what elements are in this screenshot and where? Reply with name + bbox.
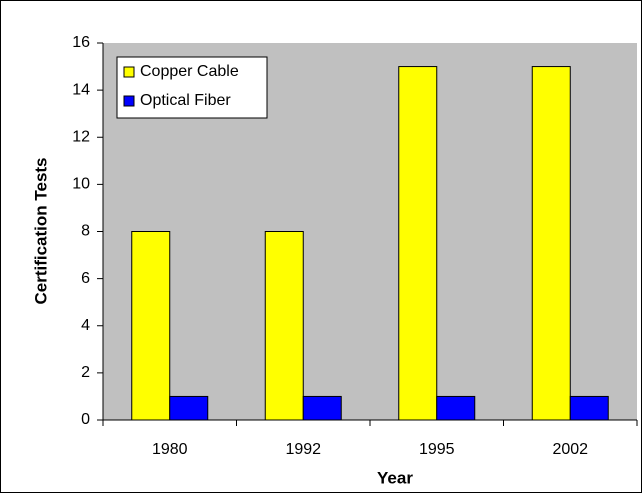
legend-box [116, 56, 268, 119]
bar [131, 231, 171, 421]
legend-label: Optical Fiber [140, 92, 231, 109]
y-tick-label: 10 [72, 176, 90, 193]
y-tick-label: 12 [72, 128, 90, 145]
y-tick-label: 6 [81, 270, 90, 287]
bar [302, 395, 342, 421]
bar [569, 395, 609, 421]
y-tick-label: 2 [81, 364, 90, 381]
x-tick-label: 1992 [285, 441, 321, 458]
x-axis-title: Year [377, 468, 413, 487]
bar [398, 66, 438, 421]
y-axis-title: Certification Tests [31, 157, 50, 304]
x-tick-label: 2002 [552, 441, 588, 458]
legend-swatch [123, 95, 135, 107]
bar [436, 395, 476, 421]
y-tick-label: 8 [81, 223, 90, 240]
legend-label: Copper Cable [140, 63, 239, 80]
x-tick-label: 1980 [152, 441, 188, 458]
bar [169, 395, 209, 421]
y-tick-label: 16 [72, 34, 90, 51]
y-tick-label: 0 [81, 411, 90, 428]
legend-swatch [123, 66, 135, 78]
y-tick-label: 14 [72, 81, 90, 98]
y-tick-label: 4 [81, 317, 90, 334]
bar [264, 231, 304, 421]
bar [531, 66, 571, 421]
x-tick-label: 1995 [419, 441, 455, 458]
